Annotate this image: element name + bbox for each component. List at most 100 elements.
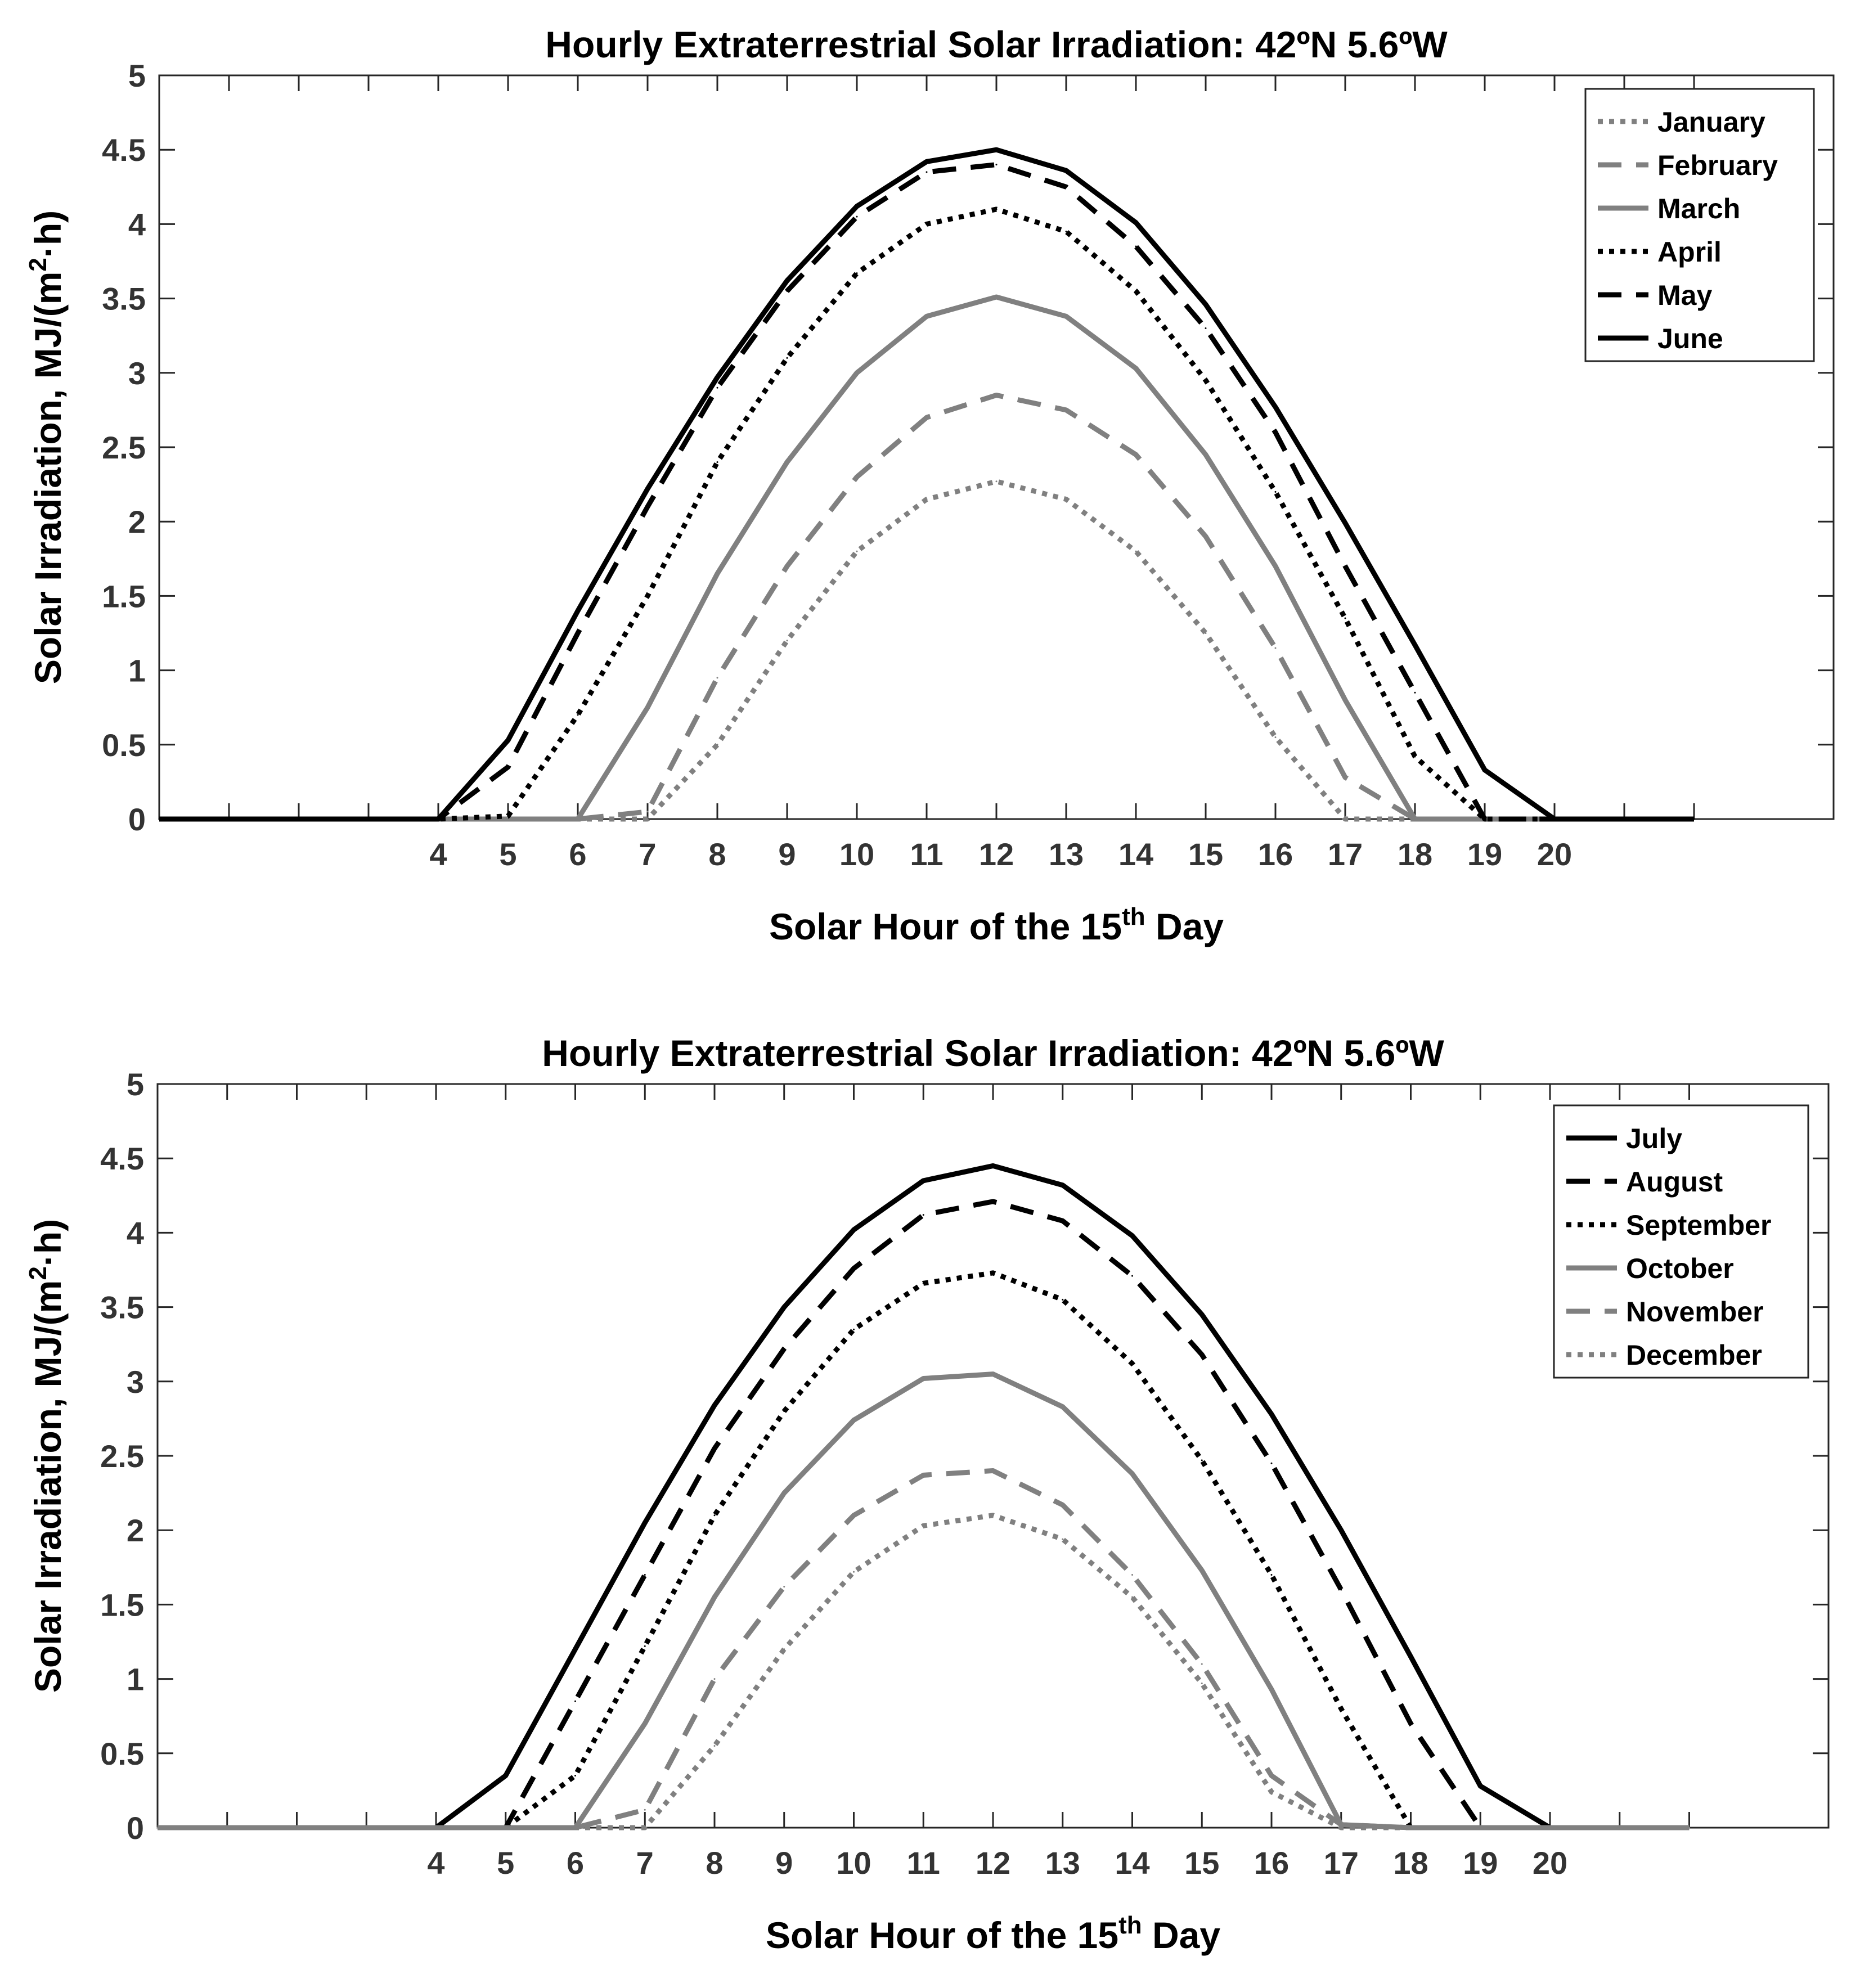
data-point-march: [1135, 367, 1137, 370]
y-tick-label: 5: [127, 1067, 144, 1102]
data-point-july: [1131, 1235, 1133, 1237]
data-point-august: [853, 1267, 855, 1270]
data-point-august: [644, 1574, 646, 1576]
y-axis-label-sup: 2: [24, 258, 52, 271]
data-point-january: [1065, 498, 1067, 501]
y-tick-label: 5: [128, 58, 146, 93]
data-point-november: [644, 1809, 646, 1811]
series-line-may: [159, 162, 1694, 822]
data-point-july: [505, 1774, 507, 1776]
data-point-april: [1344, 617, 1346, 619]
data-point-april: [1065, 231, 1067, 233]
data-point-september: [1131, 1362, 1133, 1365]
x-tick-label: 9: [778, 836, 796, 872]
data-point-august: [1410, 1722, 1412, 1725]
x-tick-label: 5: [497, 1845, 514, 1881]
data-point-december: [853, 1571, 855, 1573]
data-point-august: [574, 1700, 576, 1702]
plot-area-frame: [156, 1083, 1830, 1829]
x-axis-label-sup: th: [1122, 903, 1145, 930]
data-point-april: [1274, 491, 1277, 493]
chart-panel-2: 0 0.5 1 1.5 2 2.5 3 3.5 4 4.5 5 4 5 6 7 8 9 10 11 12 13 14 15 1…: [24, 1032, 1830, 1956]
data-point-april: [995, 208, 998, 210]
data-point-march: [1065, 315, 1067, 317]
y-tick-label: 0.5: [102, 727, 146, 763]
data-point-december: [1688, 1827, 1690, 1829]
data-point-december: [1131, 1596, 1133, 1598]
data-point-december: [156, 1827, 159, 1829]
data-point-january: [1135, 550, 1137, 552]
x-tick-label: 10: [839, 836, 874, 872]
data-point-june: [1553, 818, 1556, 820]
data-point-july: [574, 1648, 576, 1650]
data-point-may: [1135, 245, 1137, 248]
x-tick-label: 20: [1533, 1845, 1567, 1881]
data-point-october: [853, 1419, 855, 1422]
x-tick-label: 18: [1393, 1845, 1428, 1881]
data-point-february: [1274, 647, 1277, 649]
data-point-april: [577, 714, 579, 716]
data-point-november: [992, 1469, 994, 1472]
x-tick-label: 7: [639, 836, 656, 872]
x-tick-label: 12: [979, 836, 1014, 872]
data-point-july: [783, 1306, 785, 1308]
data-point-march: [507, 818, 509, 820]
data-point-october: [922, 1378, 924, 1380]
data-point-december: [783, 1648, 785, 1650]
x-tick-label: 17: [1328, 836, 1363, 872]
data-point-june: [577, 610, 579, 612]
data-point-september: [853, 1328, 855, 1330]
y-axis-label: Solar Irradiation, MJ/(m2·h): [24, 1219, 69, 1693]
data-point-march: [1414, 818, 1416, 820]
x-tick-label: 17: [1324, 1845, 1359, 1881]
data-point-july: [1340, 1529, 1342, 1531]
legend: January February March April May June: [1584, 88, 1815, 362]
data-point-november: [1062, 1504, 1064, 1506]
data-point-january: [786, 640, 788, 642]
y-axis-label-sup: 2: [24, 1266, 52, 1280]
y-tick-label: 3.5: [102, 281, 146, 317]
data-point-april: [716, 461, 718, 463]
x-tick-label: 18: [1398, 836, 1432, 872]
x-axis-label: Solar Hour of the 15th Day: [766, 1911, 1220, 1956]
legend-label-may: May: [1657, 280, 1712, 311]
data-point-may: [786, 290, 788, 292]
legend-label-march: March: [1657, 193, 1740, 224]
x-tick-label: 9: [775, 1845, 793, 1881]
legend-label-august: August: [1626, 1166, 1723, 1198]
data-point-april: [1414, 755, 1416, 758]
data-point-august: [1062, 1220, 1064, 1222]
data-point-december: [1410, 1827, 1412, 1829]
data-point-january: [925, 498, 928, 501]
data-point-november: [1131, 1574, 1133, 1576]
data-point-may: [1344, 565, 1346, 568]
data-point-may: [646, 506, 649, 508]
data-point-march: [1205, 453, 1207, 456]
data-point-april: [507, 815, 509, 817]
legend-label-june: June: [1657, 323, 1723, 354]
data-point-april: [1135, 290, 1137, 292]
data-point-february: [856, 476, 858, 478]
chart-title: Hourly Extraterrestrial Solar Irradiatio…: [545, 24, 1448, 65]
data-point-august: [1270, 1462, 1273, 1464]
data-point-december: [1062, 1538, 1064, 1540]
data-point-may: [856, 215, 858, 218]
x-tick-label: 19: [1463, 1845, 1498, 1881]
x-tick-label: 19: [1467, 836, 1502, 872]
data-point-april: [786, 357, 788, 359]
x-tick-label: 15: [1184, 1845, 1219, 1881]
data-point-july: [1479, 1785, 1481, 1787]
data-point-june: [646, 488, 649, 490]
data-point-june: [1693, 818, 1695, 820]
y-tick-label: 3: [128, 356, 146, 391]
data-point-april: [925, 223, 928, 225]
y-tick-label: 2: [128, 504, 146, 539]
data-point-december: [1340, 1827, 1342, 1829]
data-point-march: [716, 573, 718, 575]
data-point-december: [505, 1827, 507, 1829]
y-tick-label: 1.5: [102, 578, 146, 614]
data-point-may: [1065, 186, 1067, 188]
data-point-september: [992, 1272, 994, 1274]
data-point-october: [1131, 1473, 1133, 1475]
x-tick-label: 14: [1118, 836, 1153, 872]
